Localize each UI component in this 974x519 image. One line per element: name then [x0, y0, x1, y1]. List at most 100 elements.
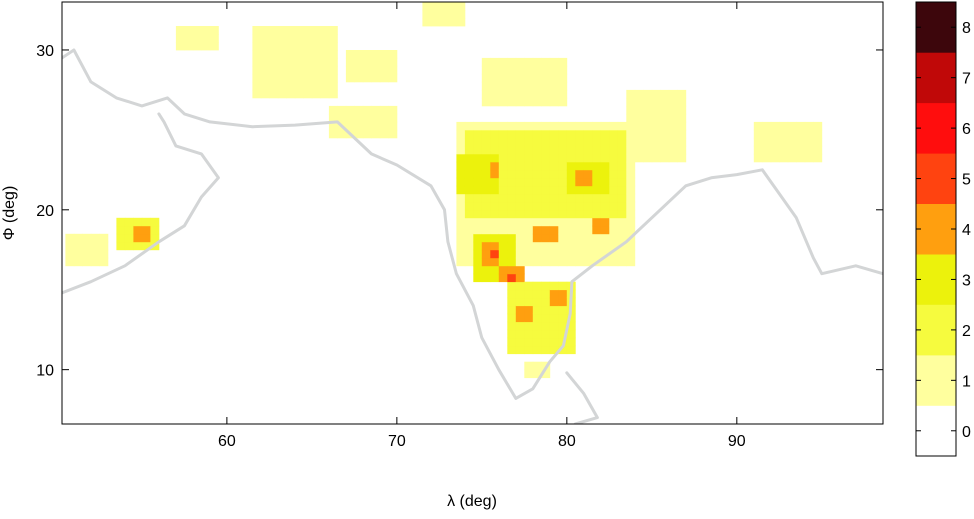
heatmap-cell	[456, 153, 466, 163]
heatmap-cell	[583, 129, 593, 139]
heatmap-cell	[617, 225, 627, 235]
heatmap-cell	[507, 249, 517, 259]
heatmap-cell	[592, 169, 602, 179]
heatmap-cell	[804, 121, 814, 131]
heatmap-cell	[269, 89, 279, 99]
heatmap-cell	[252, 81, 262, 91]
heatmap-cell	[558, 65, 568, 75]
heatmap-cell	[532, 177, 542, 187]
heatmap-cell	[490, 241, 500, 251]
heatmap-cell	[507, 137, 517, 147]
colorbar-segment	[916, 203, 956, 255]
heatmap-cell	[286, 65, 296, 75]
heatmap-cell	[541, 185, 551, 195]
y-tick-label: 30	[36, 43, 54, 60]
heatmap-cell	[626, 209, 636, 219]
heatmap-cell	[388, 73, 398, 83]
heatmap-cell	[566, 137, 576, 147]
heatmap-cell	[260, 57, 270, 67]
heatmap-cell	[345, 113, 355, 123]
heatmap-cell	[507, 81, 517, 91]
heatmap-cell	[532, 193, 542, 203]
heatmap-cell	[515, 337, 525, 347]
heatmap-cell	[634, 121, 644, 131]
heatmap-cell	[507, 329, 517, 339]
heatmap-cell	[354, 113, 364, 123]
heatmap-cell	[354, 105, 364, 115]
heatmap-cell	[328, 65, 338, 75]
heatmap-cell	[175, 26, 185, 35]
heatmap-cell	[583, 153, 593, 163]
heatmap-cell	[311, 42, 321, 51]
heatmap-cell	[566, 201, 576, 211]
heatmap-cell	[464, 153, 474, 163]
heatmap-cell	[481, 81, 491, 91]
heatmap-cell	[371, 113, 381, 123]
heatmap-cell	[141, 233, 151, 243]
heatmap-cell	[294, 50, 304, 59]
heatmap-cell	[498, 57, 508, 67]
heatmap-cell	[303, 89, 313, 99]
heatmap-cell	[575, 209, 585, 219]
heatmap-cell	[541, 257, 551, 267]
heatmap-cell	[124, 217, 134, 227]
heatmap-cell	[660, 129, 670, 139]
heatmap-cell	[430, 18, 440, 27]
heatmap-cell	[524, 321, 534, 331]
heatmap-cell	[464, 161, 474, 171]
heatmap-cell	[600, 201, 610, 211]
heatmap-cell	[473, 209, 483, 219]
heatmap-cell	[583, 137, 593, 147]
heatmap-cell	[328, 42, 338, 51]
heatmap-cell	[541, 97, 551, 107]
heatmap-cell	[566, 249, 576, 259]
heatmap-cell	[507, 273, 517, 283]
heatmap-cell	[541, 337, 551, 347]
heatmap-cell	[456, 241, 466, 251]
heatmap-cell	[490, 89, 500, 99]
heatmap-cell	[422, 10, 432, 19]
heatmap-cell	[430, 2, 440, 11]
heatmap-cell	[787, 121, 797, 131]
heatmap-cell	[507, 177, 517, 187]
heatmap-cell	[498, 209, 508, 219]
heatmap-cell	[592, 137, 602, 147]
heatmap-cell	[549, 345, 559, 355]
heatmap-cell	[626, 241, 636, 251]
heatmap-cell	[490, 249, 500, 259]
heatmap-cell	[252, 42, 262, 51]
heatmap-cell	[439, 18, 449, 27]
heatmap-cell	[762, 145, 772, 155]
heatmap-cell	[626, 201, 636, 211]
heatmap-cell	[481, 241, 491, 251]
colorbar-tick-label: 4	[962, 222, 971, 239]
heatmap-cell	[592, 201, 602, 211]
heatmap-cell	[490, 193, 500, 203]
heatmap-cell	[286, 26, 296, 35]
heatmap-cell	[362, 73, 372, 83]
heatmap-cell	[379, 121, 389, 131]
heatmap-cell	[668, 121, 678, 131]
heatmap-cell	[277, 89, 287, 99]
heatmap-cell	[524, 369, 534, 379]
heatmap-cell	[439, 2, 449, 11]
heatmap-cell	[311, 50, 321, 59]
heatmap-cell	[524, 361, 534, 371]
heatmap-cell	[277, 34, 287, 43]
heatmap-cell	[558, 129, 568, 139]
heatmap-cell	[456, 193, 466, 203]
heatmap-cell	[65, 257, 75, 267]
heatmap-cell	[600, 161, 610, 171]
heatmap-cell	[617, 233, 627, 243]
heatmap-cell	[464, 129, 474, 139]
heatmap-cell	[277, 65, 287, 75]
heatmap-cell	[507, 305, 517, 315]
heatmap-cell	[507, 185, 517, 195]
heatmap-cell	[116, 241, 126, 251]
heatmap-cell	[541, 289, 551, 299]
heatmap-cell	[260, 89, 270, 99]
heatmap-cell	[804, 145, 814, 155]
heatmap-cell	[116, 233, 126, 243]
heatmap-cell	[498, 177, 508, 187]
heatmap-cell	[481, 97, 491, 107]
